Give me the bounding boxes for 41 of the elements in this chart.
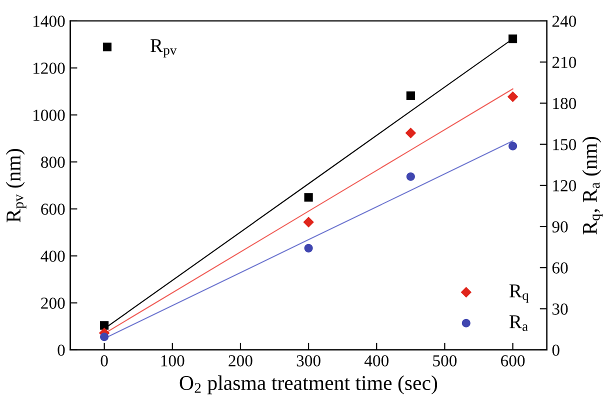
point bbox=[406, 172, 415, 181]
legend-label: R$_{q}$ bbox=[509, 284, 529, 303]
y2-tick-label: 30 bbox=[552, 303, 568, 315]
x-tick-label: 100 bbox=[161, 355, 184, 366]
y-axis-title: R$_{pv}$ (nm) bbox=[6, 148, 26, 222]
y-tick-label: 800 bbox=[41, 156, 65, 168]
point bbox=[405, 128, 416, 138]
point bbox=[508, 34, 518, 44]
point bbox=[406, 91, 415, 100]
y2-tick-label: 240 bbox=[552, 16, 576, 27]
point bbox=[304, 193, 313, 202]
point bbox=[303, 216, 314, 228]
y2-axis-title: R$_{q}$, R$_{a}$ (nm) bbox=[582, 136, 603, 234]
y2-tick-label: 0 bbox=[552, 344, 560, 356]
x-axis-title: O$_{2}$ plasma treatment time (sec) bbox=[180, 375, 438, 394]
point bbox=[508, 142, 518, 150]
y-tick-label: 0 bbox=[58, 344, 65, 356]
x-tick-label: 600 bbox=[501, 355, 525, 366]
x-tick-label: 400 bbox=[364, 355, 388, 366]
y2-tick-label: 210 bbox=[552, 56, 576, 68]
x-tick-label: 0 bbox=[100, 355, 108, 366]
x-tick-label: 300 bbox=[296, 355, 320, 366]
y2-tick-label: 60 bbox=[552, 262, 568, 274]
point bbox=[507, 91, 518, 102]
y-tick-label: 1000 bbox=[34, 110, 65, 121]
x-tick-label: 200 bbox=[228, 355, 252, 366]
y2-tick-label: 120 bbox=[553, 180, 576, 192]
y-tick-label: 1400 bbox=[34, 16, 65, 27]
point bbox=[304, 244, 313, 252]
x-tick-label: 500 bbox=[433, 355, 457, 366]
point bbox=[100, 332, 109, 342]
y2-tick-label: 180 bbox=[553, 98, 576, 110]
legend-label: R$_{a}$ bbox=[509, 315, 528, 331]
y2-tick-label: 150 bbox=[553, 138, 576, 150]
point bbox=[100, 321, 109, 330]
y2-tick-label: 90 bbox=[552, 221, 568, 232]
y-tick-label: 1200 bbox=[34, 62, 65, 74]
legend-label: R$_{pv}$ bbox=[150, 39, 177, 58]
y-tick-label: 200 bbox=[41, 298, 65, 309]
y-tick-label: 400 bbox=[40, 250, 65, 262]
y-tick-label: 600 bbox=[41, 204, 65, 215]
